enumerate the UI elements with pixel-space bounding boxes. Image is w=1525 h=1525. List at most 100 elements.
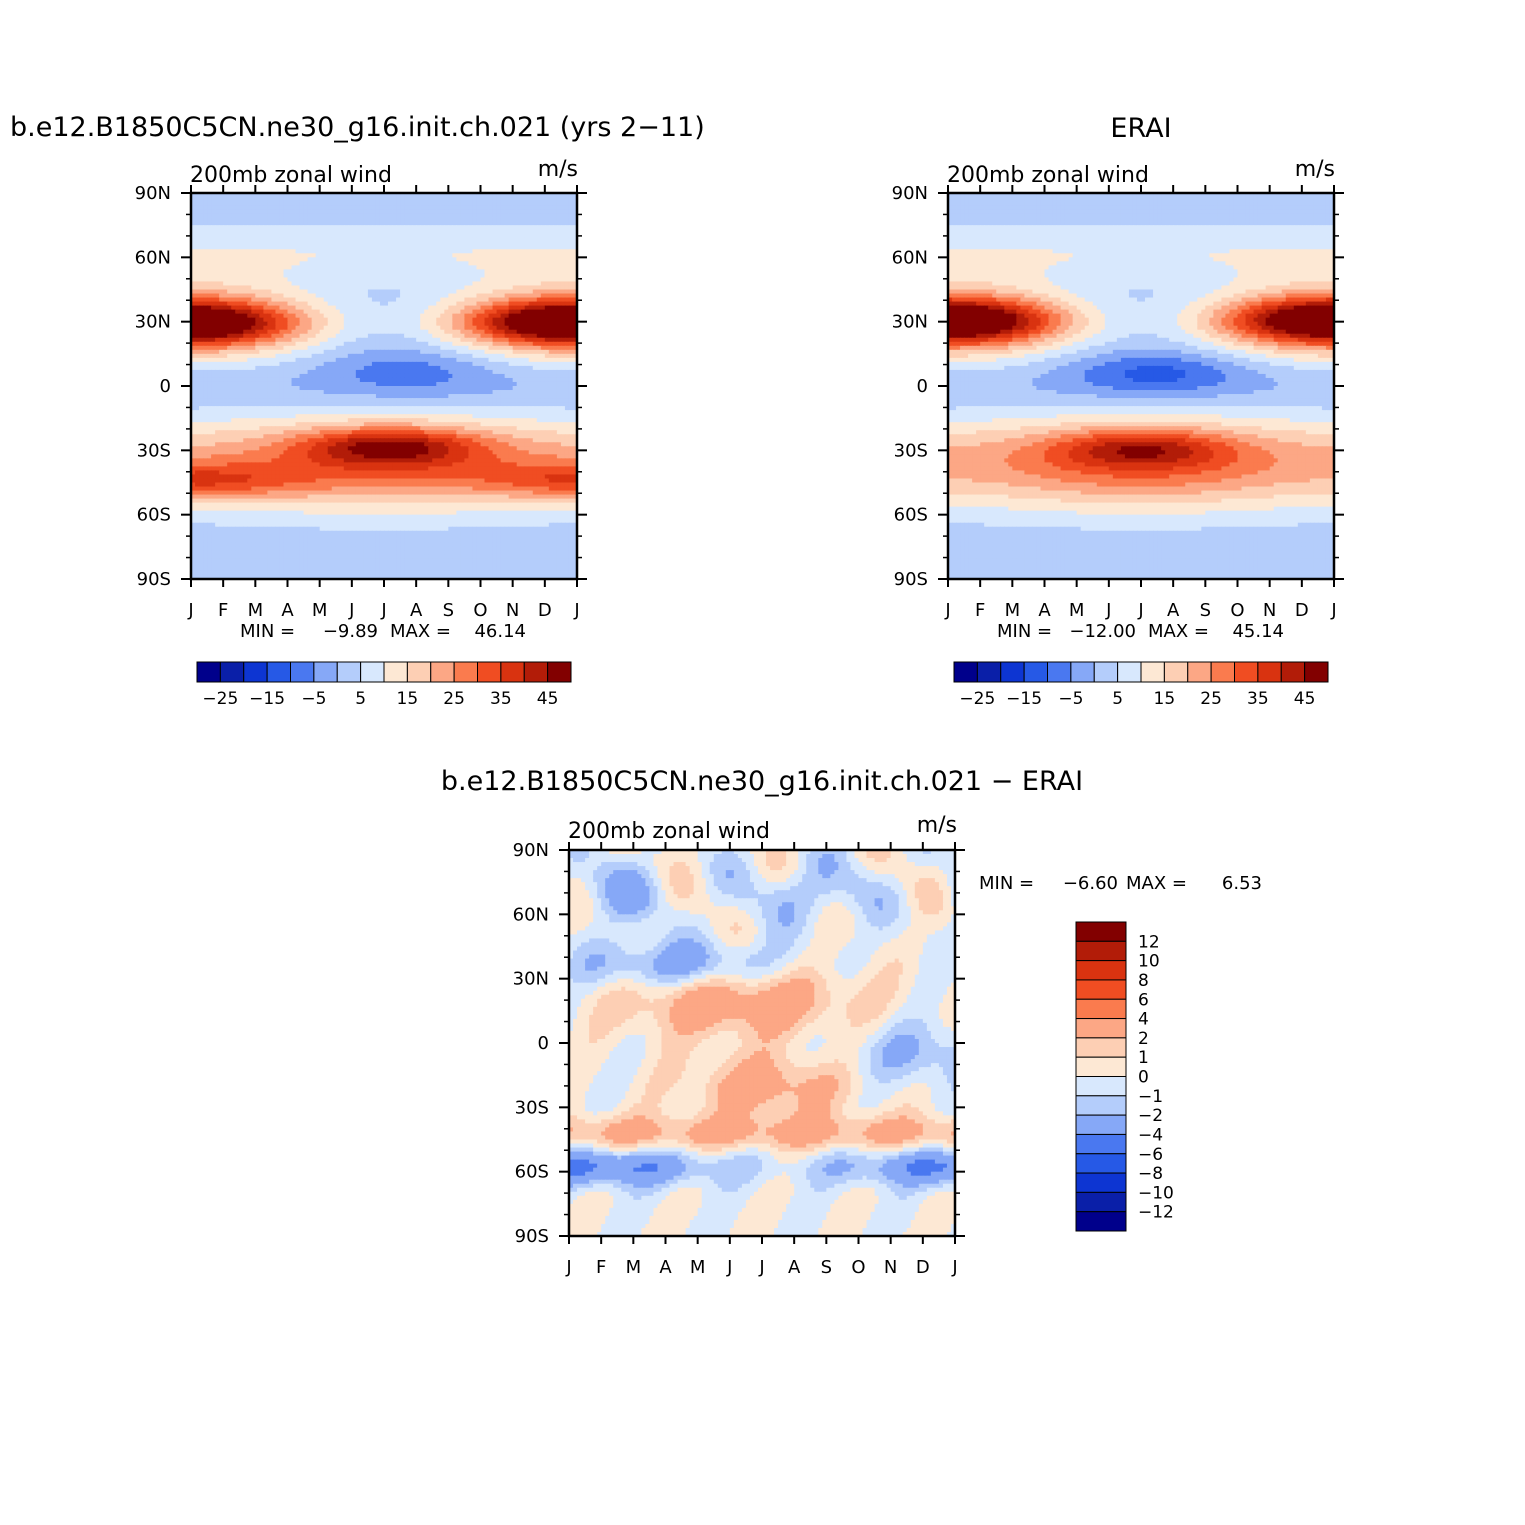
colorbar-swatch: [1141, 662, 1164, 682]
colorbar-label: −5: [1058, 689, 1083, 709]
colorbar-swatch: [1076, 980, 1126, 999]
colorbar-swatch: [1235, 662, 1258, 682]
x-tick-label: J: [348, 600, 354, 621]
colorbar-swatch: [1305, 662, 1328, 682]
colorbar-swatch: [1048, 662, 1071, 682]
panel-erai-min-value: −12.00: [1069, 621, 1136, 642]
colorbar-swatch: [1076, 1154, 1126, 1173]
colorbar-label: 8: [1138, 971, 1149, 991]
colorbar-swatch: [197, 662, 220, 682]
colorbar-swatch: [1258, 662, 1281, 682]
y-tick-label: 60N: [892, 247, 928, 268]
x-tick-label: J: [1105, 600, 1111, 621]
panel-model-min-value: −9.89: [323, 621, 378, 642]
x-tick-label: J: [726, 1257, 732, 1278]
x-tick-label: J: [1137, 600, 1143, 621]
colorbar-label: −25: [202, 689, 238, 709]
y-tick-label: 60N: [513, 904, 549, 925]
panel-diff-subtitle-right: m/s: [917, 813, 957, 838]
colorbar-label: −10: [1138, 1183, 1174, 1203]
x-tick-label: S: [821, 1257, 832, 1278]
x-tick-label: F: [218, 600, 228, 621]
x-tick-label: N: [1263, 600, 1276, 621]
panel-diff-min-value: −6.60: [1063, 873, 1118, 894]
colorbar-swatch: [1001, 662, 1024, 682]
colorbar-swatch: [431, 662, 454, 682]
panel-erai-min-label: MIN =: [997, 621, 1052, 642]
panel-model-subtitle-right: m/s: [538, 157, 578, 182]
x-tick-label: M: [690, 1257, 706, 1278]
colorbar-swatch: [1076, 1192, 1126, 1211]
y-tick-label: 90N: [135, 183, 171, 204]
colorbar-swatch: [1076, 1134, 1126, 1153]
panel-erai-colorbar: −25 −15 −5 5 15 25 35 45: [954, 662, 1328, 709]
colorbar-label: 15: [397, 689, 419, 709]
colorbar-label: −6: [1138, 1145, 1163, 1165]
colorbar-swatch: [407, 662, 430, 682]
x-tick-label: F: [596, 1257, 606, 1278]
y-tick-label: 90S: [894, 569, 928, 590]
y-tick-label: 90S: [137, 569, 171, 590]
y-tick-label: 60S: [894, 505, 928, 526]
colorbar-swatch: [384, 662, 407, 682]
colorbar-swatch: [1076, 922, 1126, 941]
colorbar-label: 10: [1138, 952, 1160, 972]
y-tick-label: 60S: [515, 1162, 549, 1183]
x-tick-label: M: [626, 1257, 642, 1278]
x-tick-label: J: [1330, 600, 1336, 621]
colorbar-label: 12: [1138, 932, 1160, 952]
colorbar-label: 0: [1138, 1068, 1149, 1088]
panel-diff-min-label: MIN =: [979, 873, 1034, 894]
colorbar-swatch: [1076, 1212, 1126, 1231]
colorbar-swatch: [361, 662, 384, 682]
colorbar-swatch: [1094, 662, 1117, 682]
colorbar-label: 15: [1154, 689, 1176, 709]
x-tick-label: J: [565, 1257, 571, 1278]
x-tick-label: A: [410, 600, 423, 621]
colorbar-label: −2: [1138, 1106, 1163, 1126]
y-tick-label: 90N: [513, 840, 549, 861]
x-tick-label: A: [1038, 600, 1051, 621]
colorbar-swatch: [1281, 662, 1304, 682]
colorbar-swatch: [1071, 662, 1094, 682]
x-tick-label: S: [1200, 600, 1211, 621]
x-tick-label: M: [312, 600, 328, 621]
x-tick-label: A: [1167, 600, 1180, 621]
x-tick-label: S: [443, 600, 454, 621]
colorbar-swatch: [1076, 1115, 1126, 1134]
panel-model-colorbar: −25 −15 −5 5 15 25 35 45: [197, 662, 571, 709]
colorbar-swatch: [1076, 1057, 1126, 1076]
x-tick-label: J: [951, 1257, 957, 1278]
colorbar-label: 5: [1112, 689, 1123, 709]
panel-diff-title: b.e12.B1850C5CN.ne30_g16.init.ch.021 − E…: [441, 766, 1083, 797]
x-tick-label: J: [187, 600, 193, 621]
x-tick-label: A: [281, 600, 294, 621]
x-tick-label: N: [506, 600, 519, 621]
panel-erai: ERAI 200mb zonal wind m/s J F M A M J J A S O N D J9…: [892, 113, 1344, 709]
colorbar-label: 6: [1138, 990, 1149, 1010]
colorbar-swatch: [1076, 1077, 1126, 1096]
panel-erai-subtitle-right: m/s: [1295, 157, 1335, 182]
y-tick-label: 30N: [135, 312, 171, 333]
y-tick-label: 0: [538, 1033, 549, 1054]
colorbar-label: 35: [1247, 689, 1269, 709]
colorbar-swatch: [291, 662, 314, 682]
colorbar-swatch: [524, 662, 547, 682]
panel-erai-title: ERAI: [1110, 113, 1171, 144]
y-tick-label: 30N: [892, 312, 928, 333]
x-tick-label: D: [538, 600, 552, 621]
panel-diff: b.e12.B1850C5CN.ne30_g16.init.ch.021 − E…: [441, 766, 1262, 1278]
colorbar-label: −5: [301, 689, 326, 709]
panel-erai-subtitle-left: 200mb zonal wind: [947, 163, 1149, 188]
colorbar-swatch: [1076, 961, 1126, 980]
colorbar-swatch: [1024, 662, 1047, 682]
colorbar-swatch: [1211, 662, 1234, 682]
x-tick-label: A: [659, 1257, 672, 1278]
colorbar-label: 1: [1138, 1048, 1149, 1068]
colorbar-label: −15: [1006, 689, 1042, 709]
panel-diff-heatmap: [569, 850, 956, 1237]
colorbar-label: 25: [443, 689, 465, 709]
x-tick-label: M: [1005, 600, 1021, 621]
colorbar-label: 4: [1138, 1010, 1149, 1030]
